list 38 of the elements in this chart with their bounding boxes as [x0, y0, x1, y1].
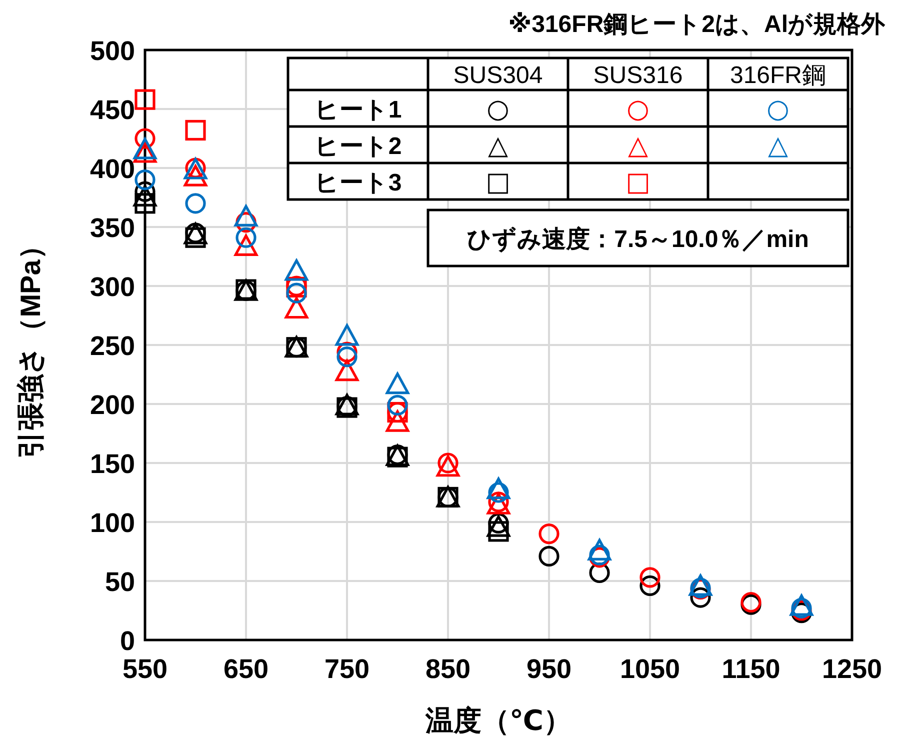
y-tick-label: 250	[90, 331, 135, 361]
annotation: ヒート2	[314, 132, 402, 160]
annotation: ヒート1	[314, 96, 402, 124]
annotation: 316FR鋼	[730, 62, 826, 89]
text: ※316FR鋼ヒート2は、Alが規格外	[508, 11, 886, 38]
annotation: ○	[626, 94, 650, 124]
annotation: △	[628, 130, 648, 161]
annotation: ひずみ速度：7.5～10.0％／min	[467, 226, 809, 253]
x-axis-title: 温度（℃）	[424, 705, 572, 736]
x-tick-label: 1250	[822, 654, 882, 684]
annotation: ○	[766, 94, 790, 124]
y-tick-label: 100	[90, 508, 135, 538]
y-tick-label: 500	[90, 36, 135, 66]
y-axis-title: 引張強さ（MPa）	[15, 232, 46, 458]
annotation: □	[626, 167, 650, 198]
y-tick-label: 150	[90, 449, 135, 479]
annotation: ○	[486, 94, 510, 124]
y-tick-label: 50	[104, 567, 135, 597]
x-tick-label: 1050	[620, 654, 680, 684]
x-tick-label: 950	[526, 654, 572, 684]
annotation: SUS316	[593, 62, 683, 89]
annotation: ヒート3	[314, 169, 402, 196]
y-tick-label: 0	[120, 626, 135, 656]
y-tick-label: 450	[90, 95, 135, 125]
y-tick-label: 200	[90, 390, 135, 420]
y-tick-label: 300	[90, 272, 135, 302]
annotation: △	[768, 130, 788, 161]
y-tick-label: 350	[90, 213, 135, 243]
annotation: □	[486, 167, 510, 198]
x-tick-label: 550	[122, 654, 168, 684]
y-tick-label: 400	[90, 154, 135, 184]
x-tick-label: 850	[425, 654, 471, 684]
x-tick-label: 1150	[722, 654, 780, 684]
x-tick-label: 650	[223, 654, 269, 684]
note-box: ひずみ速度：7.5～10.0％／min	[426, 208, 850, 268]
annotation: △	[488, 130, 508, 161]
x-tick-label: 750	[324, 654, 370, 684]
annotation: SUS304	[453, 62, 543, 89]
